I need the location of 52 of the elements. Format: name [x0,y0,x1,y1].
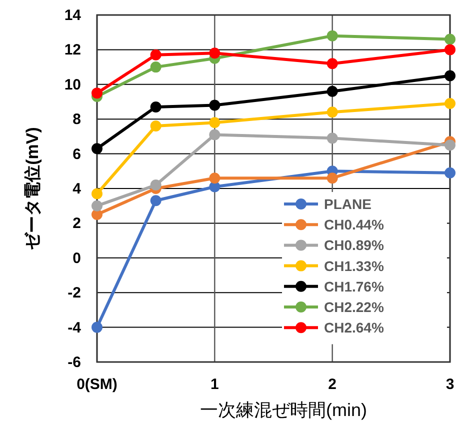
y-tick-label: 6 [72,146,81,163]
point [444,98,456,109]
x-tick-label: 0(SM) [76,376,118,393]
x-tick-label: 2 [328,376,337,393]
y-tick-label: 14 [64,7,82,24]
y-title: ゼータ電位(mV) [23,127,42,250]
point [92,188,102,200]
legend-label: PLANE [324,196,372,212]
point [150,49,162,60]
point [326,172,338,184]
point [326,30,338,42]
legend-label: CH2.64% [324,320,384,336]
y-tick-label: 4 [72,180,82,198]
point [444,167,456,178]
y-tick-label: 10 [64,76,81,94]
point [209,172,220,184]
point [209,117,220,128]
point [150,195,162,206]
point [444,44,456,56]
y-tick-label: 2 [72,215,81,232]
point [92,200,102,212]
x-tick-label: 3 [446,376,454,393]
legend-label: CH1.76% [324,278,384,294]
x-title: 一次練混ぜ時間(min) [200,400,367,420]
point [444,140,456,151]
legend-label: CH2.22% [324,299,384,315]
point [209,48,220,59]
point [150,180,162,191]
point [444,70,456,82]
point [150,101,162,112]
y-tick-label: 8 [72,111,81,128]
point [326,86,338,97]
point [209,129,220,140]
point [209,100,220,111]
point [92,143,102,154]
y-tick-label: -4 [68,319,82,336]
y-tick-label: -2 [68,284,81,302]
point [326,132,338,144]
x-tick-label: 1 [210,376,219,393]
point [92,88,102,99]
point [150,62,162,73]
legend-label: CH1.33% [324,258,384,274]
point [326,106,338,118]
legend-label: CH0.89% [324,237,384,254]
y-tick-label: -6 [68,354,81,371]
point [92,322,102,333]
y-tick-label: 0 [72,250,81,267]
point [444,34,456,45]
point [150,120,162,132]
y-tick-label: 12 [64,42,81,59]
point [326,58,338,70]
legend-label: CH0.44% [324,216,384,233]
